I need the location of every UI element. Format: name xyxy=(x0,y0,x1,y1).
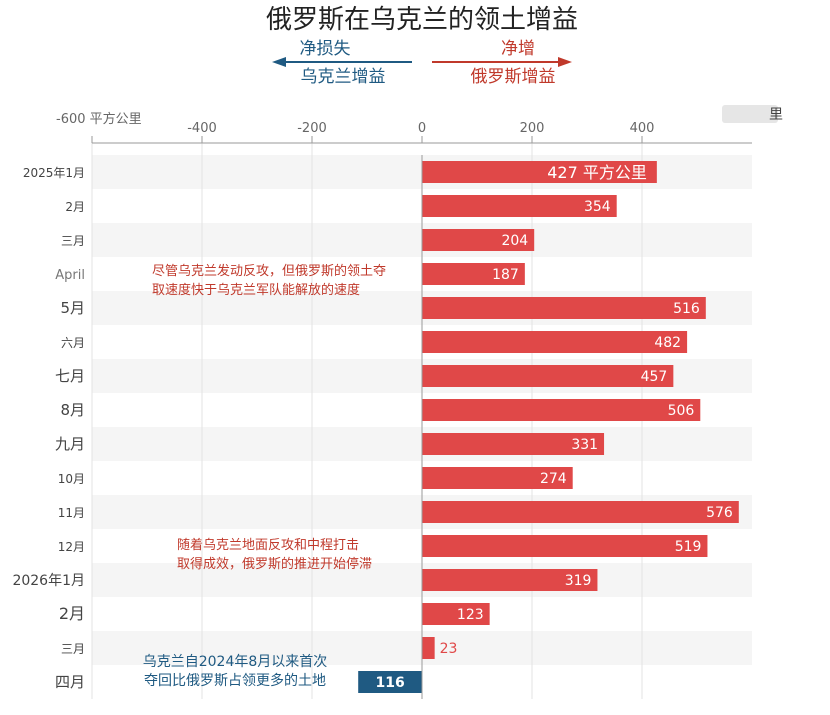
bar xyxy=(422,399,701,421)
legend-arrow-left xyxy=(272,57,412,67)
value-label: 123 xyxy=(457,607,484,623)
annotation-line: 随着乌克兰地面反攻和中程打击 xyxy=(177,537,359,553)
annotation-line: 乌克兰自2024年8月以来首次 xyxy=(143,654,328,670)
category-label: 七月 xyxy=(55,367,85,385)
value-label: 506 xyxy=(668,403,695,419)
legend-net-gain: 净增 xyxy=(501,39,535,59)
x-tick-label: 200 xyxy=(520,121,545,136)
category-label: 四月 xyxy=(55,673,85,691)
value-labels: 427 平方公里 354 204 187 516 482 457 506 331 274 576 51… xyxy=(375,163,732,691)
legend-net-loss: 净损失 xyxy=(300,39,351,59)
x-tick-label: -400 xyxy=(187,121,217,136)
value-label: 354 xyxy=(584,199,611,215)
x-tick-label: -600 平方公里 xyxy=(56,111,142,127)
top-right-label: 里 xyxy=(722,105,783,123)
x-axis-ticks: -600 平方公里 -400 -200 0 200 400 xyxy=(56,111,654,143)
value-label: 274 xyxy=(540,471,567,487)
value-label: 187 xyxy=(492,267,519,283)
chart-title: 俄罗斯在乌克兰的领土增益 xyxy=(266,5,578,35)
annotation-line: 尽管乌克兰发动反攻，但俄罗斯的领土夺 xyxy=(152,263,386,279)
category-label: 三月 xyxy=(61,234,85,248)
bar xyxy=(422,535,708,557)
category-label: 2025年1月 xyxy=(23,166,85,180)
category-label: 六月 xyxy=(61,336,85,350)
bar xyxy=(422,229,535,251)
annotation-line: 夺回比俄罗斯占领更多的土地 xyxy=(144,672,326,689)
legend-russia-gain: 俄罗斯增益 xyxy=(471,67,556,87)
category-label: 2月 xyxy=(65,200,85,214)
annotation-line: 取得成效，俄罗斯的推进开始停滞 xyxy=(177,556,372,572)
annotation-line: 取速度快于乌克兰军队能解放的速度 xyxy=(152,282,360,298)
bar xyxy=(422,263,525,285)
x-tick-label: 0 xyxy=(418,121,426,136)
value-label: 319 xyxy=(565,573,592,589)
bar xyxy=(422,467,573,489)
value-label: 457 xyxy=(641,369,668,385)
value-label: 116 xyxy=(375,675,404,691)
bar xyxy=(422,331,688,353)
bar xyxy=(358,671,422,693)
bar xyxy=(422,195,617,217)
value-label: 204 xyxy=(501,233,528,249)
bar xyxy=(422,637,435,659)
bars xyxy=(358,161,739,693)
category-label: April xyxy=(55,268,85,283)
category-label: 2026年1月 xyxy=(12,573,85,589)
bar xyxy=(422,161,657,183)
value-label: 516 xyxy=(673,301,700,317)
category-label: 8月 xyxy=(60,401,85,419)
x-tick-label: -200 xyxy=(297,121,327,136)
annotations: 尽管乌克兰发动反攻，但俄罗斯的领土夺取速度快于乌克兰军队能解放的速度随着乌克兰地… xyxy=(143,263,386,689)
bar xyxy=(422,569,598,591)
bar xyxy=(422,297,706,319)
category-label: 九月 xyxy=(55,435,85,453)
bar xyxy=(422,365,674,387)
top-right-label-text: 里 xyxy=(769,107,783,123)
category-label: 2月 xyxy=(59,604,85,623)
category-label: 5月 xyxy=(60,299,85,317)
value-label: 519 xyxy=(675,539,702,555)
category-label: 三月 xyxy=(61,642,85,656)
category-labels: 2025年1月2月三月April5月六月七月8月九月10月11月12月2026年… xyxy=(12,166,85,691)
value-label: 331 xyxy=(571,437,598,453)
value-label: 23 xyxy=(440,641,458,657)
bar xyxy=(422,433,605,455)
legend-arrow-right xyxy=(432,57,572,67)
category-label: 10月 xyxy=(58,472,85,486)
legend-ukraine-gain: 乌克兰增益 xyxy=(301,67,386,87)
value-label: 482 xyxy=(654,335,681,351)
bar xyxy=(422,501,739,523)
bar xyxy=(422,603,490,625)
category-label: 12月 xyxy=(58,540,85,554)
value-label: 427 平方公里 xyxy=(547,163,647,182)
x-tick-label: 400 xyxy=(630,121,655,136)
value-label: 576 xyxy=(706,505,733,521)
category-label: 11月 xyxy=(58,506,85,520)
